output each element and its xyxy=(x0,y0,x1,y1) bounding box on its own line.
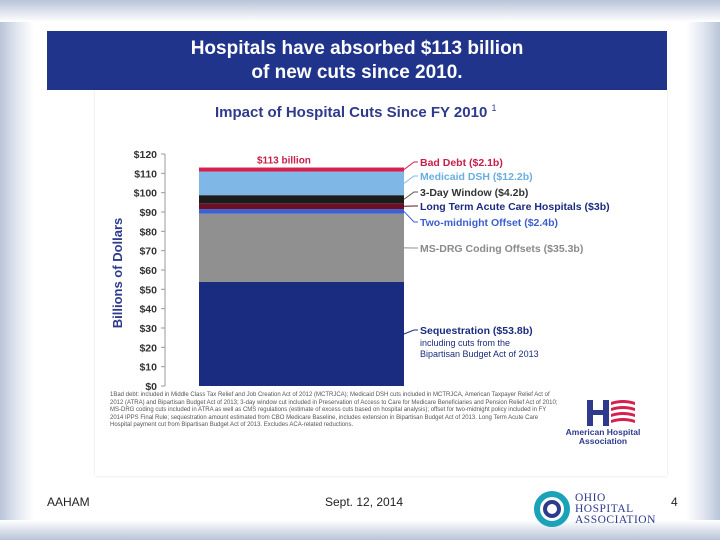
y-tick-label: $60 xyxy=(139,265,157,277)
leader-line xyxy=(403,191,418,200)
segment-note: including cuts from the xyxy=(420,338,510,348)
footer-page-number: 4 xyxy=(671,495,678,509)
oha-logo-line1: OHIO xyxy=(575,492,606,504)
stacked-bar xyxy=(199,167,404,386)
y-tick-label: $20 xyxy=(139,342,157,354)
bar-segment xyxy=(199,195,404,204)
y-tick-label: $30 xyxy=(139,323,157,335)
slide-title-line1: Hospitals have absorbed $113 billion xyxy=(190,38,524,59)
chart-footnote: 1Bad debt: included in Middle Class Tax … xyxy=(110,392,558,429)
bar-segment xyxy=(199,167,404,172)
segment-label: Medicaid DSH ($12.2b) xyxy=(420,171,533,183)
y-tick-label: $110 xyxy=(134,168,157,180)
segment-note: Bipartisan Budget Act of 2013 xyxy=(420,349,539,359)
oha-logo-text: OHIO HOSPITAL ASSOCIATION xyxy=(575,492,656,526)
bar-segment xyxy=(199,171,404,196)
bar-segment xyxy=(199,213,404,282)
segment-label: Two-midnight Offset ($2.4b) xyxy=(420,217,558,229)
y-tick-label: $100 xyxy=(134,188,158,200)
chart-title-superscript: 1 xyxy=(491,103,496,113)
segment-label: MS-DRG Coding Offsets ($35.3b) xyxy=(420,243,583,255)
oha-logo-line3: ASSOCIATION xyxy=(575,514,656,526)
y-tick-label: $90 xyxy=(139,207,157,219)
y-axis-label: Billions of Dollars xyxy=(110,218,125,329)
leader-line xyxy=(403,161,418,170)
oha-logo-line2: HOSPITAL xyxy=(575,503,634,515)
aha-logo-line2: Association xyxy=(578,436,628,446)
oha-logo: OHIO HOSPITAL ASSOCIATION xyxy=(533,490,663,528)
chart-figure: Impact of Hospital Cuts Since FY 2010 1 … xyxy=(95,90,667,476)
aha-h-flag-icon xyxy=(587,400,635,426)
stacked-bar-chart: Impact of Hospital Cuts Since FY 2010 1 … xyxy=(110,103,610,393)
y-tick-label: $70 xyxy=(139,246,157,258)
segment-labels: Sequestration ($53.8b)including cuts fro… xyxy=(403,157,610,359)
segment-label: Bad Debt ($2.1b) xyxy=(420,157,503,169)
chart-title: Impact of Hospital Cuts Since FY 2010 1 xyxy=(215,103,497,121)
aha-logo-text: American Hospital Association xyxy=(553,428,653,446)
bar-segment xyxy=(199,281,404,386)
leader-line xyxy=(403,211,418,223)
total-label: $113 billion xyxy=(257,156,311,167)
y-tick-label: $40 xyxy=(139,304,157,316)
y-tick-label: $120 xyxy=(134,149,158,161)
bar-segment xyxy=(199,203,404,210)
leader-line xyxy=(403,175,418,184)
y-axis: $0 $10 $20 $30 $40 $50 $60 $70 $80 $90 $100 $110 $12… xyxy=(134,149,166,393)
chart-title-text: Impact of Hospital Cuts Since FY 2010 xyxy=(215,104,487,121)
segment-label: Sequestration ($53.8b) xyxy=(420,325,533,337)
footer-date: Sept. 12, 2014 xyxy=(325,495,404,509)
segment-label: 3-Day Window ($4.2b) xyxy=(420,187,528,199)
segment-label: Long Term Acute Care Hospitals ($3b) xyxy=(420,201,610,213)
bar-segment xyxy=(199,209,404,214)
footer-organization: AAHAM xyxy=(47,495,90,509)
leader-line xyxy=(403,329,418,335)
oha-ring-icon xyxy=(534,491,570,527)
y-tick-label: $10 xyxy=(139,362,157,374)
slide-title-line2: of new cuts since 2010. xyxy=(251,62,463,83)
y-tick-label: $0 xyxy=(145,381,157,393)
aha-logo-line1: American Hospital xyxy=(565,427,641,437)
aha-logo: American Hospital Association xyxy=(553,396,653,452)
y-tick-label: $80 xyxy=(139,226,157,238)
slide-title-banner: Hospitals have absorbed $113 billion of … xyxy=(47,31,667,90)
y-tick-label: $50 xyxy=(139,284,157,296)
